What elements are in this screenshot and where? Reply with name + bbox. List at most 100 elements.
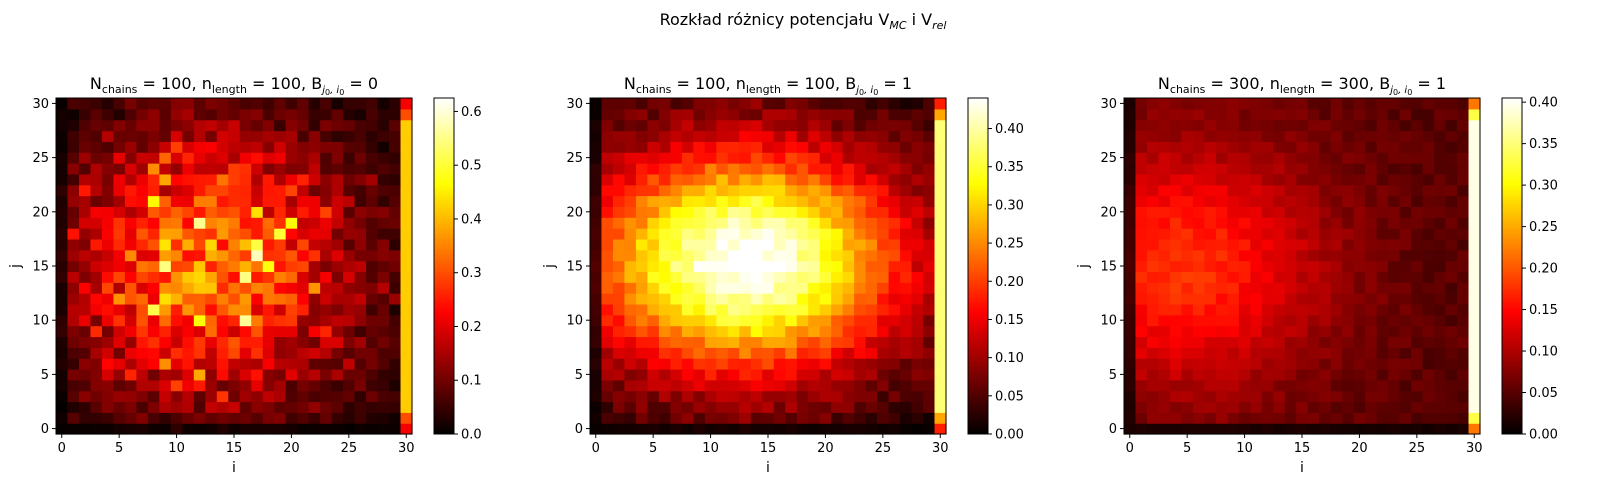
colorbar-segment <box>968 417 988 421</box>
heatmap-cell <box>739 108 752 121</box>
heatmap-cell <box>934 358 947 370</box>
heatmap-cell <box>205 271 218 283</box>
heatmap-cell <box>354 314 367 327</box>
colorbar-segment <box>434 296 454 301</box>
heatmap-cell <box>1158 260 1171 273</box>
heatmap-cell <box>90 260 103 273</box>
heatmap-cell <box>693 423 706 435</box>
heatmap-cell <box>681 325 694 338</box>
heatmap-cell <box>1376 228 1389 240</box>
heatmap-cell <box>308 303 321 316</box>
heatmap-cell <box>354 163 367 175</box>
heatmap-cell <box>1215 108 1228 121</box>
y-tick-label: 0 <box>41 422 49 437</box>
heatmap-cell <box>911 325 924 338</box>
heatmap-cell <box>1445 390 1458 403</box>
heatmap-cell <box>704 206 717 218</box>
heatmap-cell <box>354 152 367 164</box>
heatmap-cell <box>819 379 832 392</box>
colorbar-segment <box>434 254 454 259</box>
heatmap-cell <box>624 412 637 424</box>
heatmap-cell <box>590 206 603 218</box>
heatmap-cell <box>934 293 947 305</box>
heatmap-cell <box>1124 282 1137 294</box>
colorbar-segment <box>1502 417 1522 421</box>
heatmap-cell <box>78 314 92 327</box>
heatmap-cell <box>923 358 936 370</box>
heatmap-cell <box>182 228 195 240</box>
heatmap-cell <box>647 119 660 132</box>
heatmap-cell <box>170 195 183 207</box>
heatmap-cell <box>1135 271 1148 283</box>
heatmap-cell <box>888 108 901 121</box>
heatmap-cell <box>670 271 683 283</box>
heatmap-cell <box>1457 390 1470 403</box>
heatmap-cell <box>182 152 195 164</box>
heatmap-cell <box>693 293 706 305</box>
heatmap-cell <box>1158 98 1171 110</box>
heatmap-cell <box>1468 368 1481 381</box>
heatmap-cell <box>1261 108 1274 121</box>
colorbar-segment <box>434 358 454 362</box>
figure-suptitle: Rozkład różnicy potencjału VMC i Vrel <box>659 10 947 33</box>
heatmap-cell <box>923 260 936 273</box>
heatmap-cell <box>113 119 126 132</box>
heatmap-cell <box>297 195 310 207</box>
heatmap-cell <box>1388 282 1401 294</box>
heatmap-cell <box>785 238 798 251</box>
colorbar-segment <box>434 316 454 320</box>
heatmap-cell <box>601 336 614 348</box>
heatmap-cell <box>877 401 890 413</box>
heatmap-cell <box>1353 238 1366 251</box>
heatmap-cell <box>1445 152 1458 164</box>
heatmap-cell <box>1307 173 1320 186</box>
heatmap-cell <box>831 368 844 381</box>
heatmap-cell <box>147 130 160 142</box>
heatmap-cell <box>635 314 649 327</box>
heatmap-cell <box>1192 238 1205 251</box>
heatmap-cell <box>308 293 321 305</box>
heatmap-cell <box>193 379 206 392</box>
heatmap-cell <box>773 98 786 110</box>
heatmap-cell <box>377 98 390 110</box>
heatmap-cell <box>704 303 717 316</box>
heatmap-cell <box>1192 358 1205 370</box>
heatmap-cell <box>1388 228 1401 240</box>
heatmap-cell <box>658 390 671 403</box>
heatmap-cell <box>205 401 218 413</box>
heatmap-cell <box>796 412 809 424</box>
heatmap-cell <box>274 152 287 164</box>
heatmap-cell <box>923 379 936 392</box>
heatmap-cell <box>159 238 172 251</box>
heatmap-cell <box>670 238 683 251</box>
heatmap-cell <box>785 271 798 283</box>
heatmap-cell <box>1146 249 1160 262</box>
heatmap-cell <box>923 184 936 197</box>
heatmap-cell <box>670 423 683 435</box>
heatmap-cell <box>170 271 183 283</box>
colorbar-segment <box>434 117 454 121</box>
heatmap-cell <box>90 119 103 132</box>
heatmap-cell <box>854 260 867 273</box>
heatmap-cell <box>239 141 252 153</box>
heatmap-cell <box>170 108 183 121</box>
heatmap-cell <box>343 325 356 338</box>
heatmap-cell <box>1319 314 1332 327</box>
heatmap-cell <box>704 173 717 186</box>
heatmap-cell <box>147 303 160 316</box>
heatmap-cell <box>693 379 706 392</box>
heatmap-cell <box>366 390 379 403</box>
heatmap-cell <box>1192 336 1205 348</box>
colorbar-segment <box>434 428 454 432</box>
heatmap-cell <box>262 401 275 413</box>
heatmap-cell <box>1457 108 1470 121</box>
heatmap-cell <box>831 130 844 142</box>
heatmap-cell <box>1215 390 1228 403</box>
heatmap-cell <box>934 141 947 153</box>
heatmap-cell <box>681 228 694 240</box>
heatmap-cell <box>681 347 694 359</box>
heatmap-cell <box>762 379 775 392</box>
heatmap-cell <box>216 358 229 370</box>
heatmap-cell <box>1169 314 1183 327</box>
